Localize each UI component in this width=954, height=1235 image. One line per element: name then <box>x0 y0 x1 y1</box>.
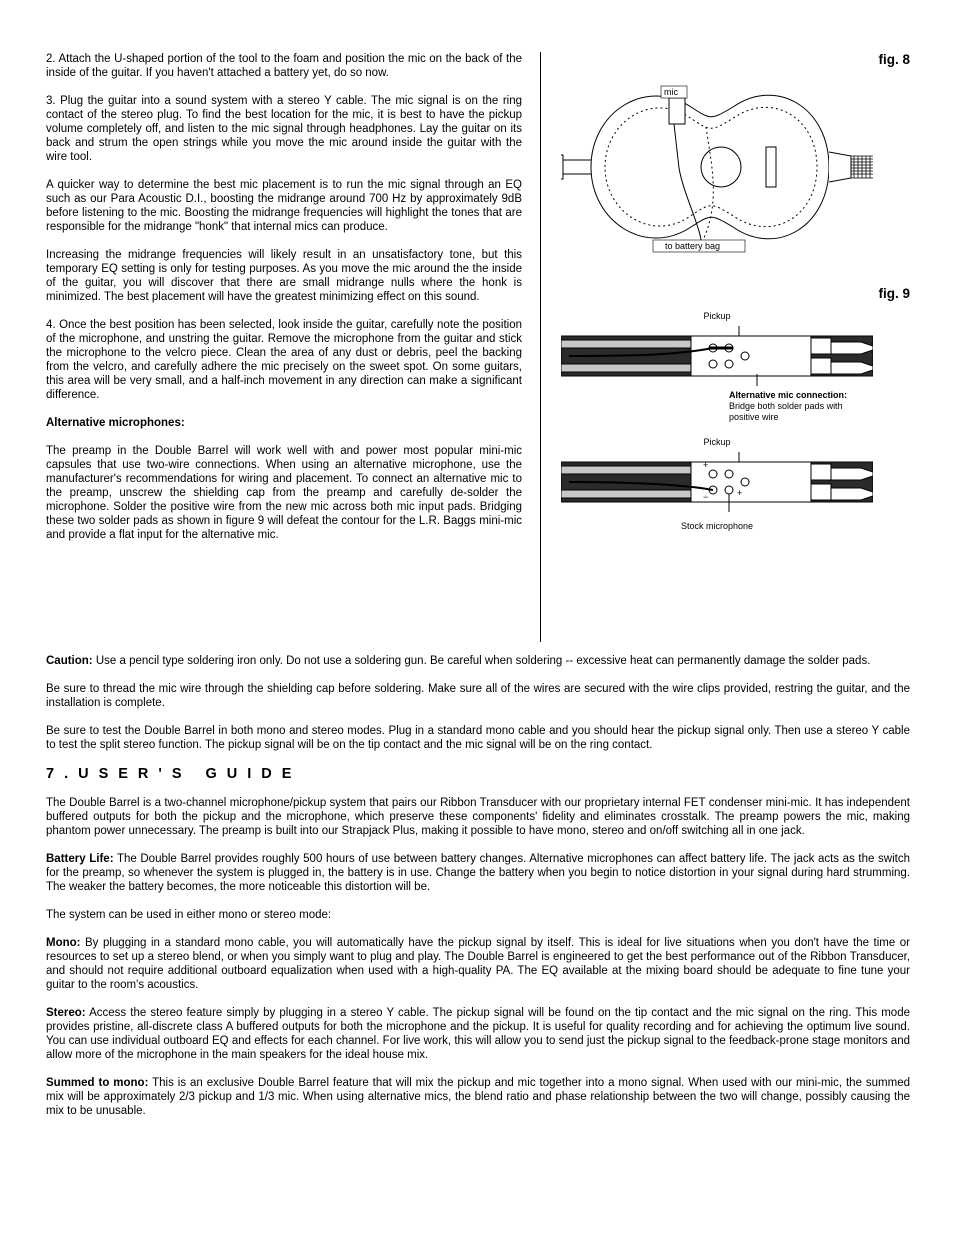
mono-text: By plugging in a standard mono cable, yo… <box>46 937 910 991</box>
alt-conn-caption: Alternative mic connection:Bridge both s… <box>729 390 873 422</box>
wiring-bottom-svg-icon: + + − <box>561 452 873 512</box>
battery-label: Battery Life: <box>46 853 114 865</box>
mode-intro: The system can be used in either mono or… <box>46 908 910 922</box>
alt-mic-heading-text: Alternative microphones: <box>46 417 185 429</box>
mono-label: Mono: <box>46 937 80 949</box>
svg-text:−: − <box>703 492 708 502</box>
test-modes: Be sure to test the Double Barrel in bot… <box>46 724 910 752</box>
users-guide-heading: 7.USER'S GUIDE <box>46 766 910 782</box>
step-4: 4. Once the best position has been selec… <box>46 318 522 402</box>
alt-conn-text: Bridge both solder pads with positive wi… <box>729 401 843 422</box>
fig9-diagram: Pickup <box>561 306 873 534</box>
fig8-diagram: mic to battery bag <box>561 52 873 282</box>
stereo-label: Stereo: <box>46 1007 86 1019</box>
alt-mic-body: The preamp in the Double Barrel will wor… <box>46 444 522 542</box>
midrange-note: Increasing the midrange frequencies will… <box>46 248 522 304</box>
caution-para: Caution: Use a pencil type soldering iro… <box>46 654 910 668</box>
left-column: 2. Attach the U-shaped portion of the to… <box>46 52 540 556</box>
stereo-text: Access the stereo feature simply by plug… <box>46 1007 910 1061</box>
guide-intro: The Double Barrel is a two-channel micro… <box>46 796 910 838</box>
battery-text: The Double Barrel provides roughly 500 h… <box>46 853 910 893</box>
caution-text: Use a pencil type soldering iron only. D… <box>93 655 871 667</box>
fig8-battery-label: to battery bag <box>665 241 720 252</box>
two-column-region: 2. Attach the U-shaped portion of the to… <box>46 52 910 642</box>
summed-para: Summed to mono: This is an exclusive Dou… <box>46 1076 910 1118</box>
svg-text:+: + <box>703 460 708 470</box>
step-3: 3. Plug the guitar into a sound system w… <box>46 94 522 164</box>
eq-tip: A quicker way to determine the best mic … <box>46 178 522 234</box>
fig8-mic-label: mic <box>664 87 678 98</box>
fig8-label: fig. 8 <box>878 52 910 67</box>
thread-wire: Be sure to thread the mic wire through t… <box>46 682 910 710</box>
right-column: fig. 8 <box>541 52 910 534</box>
fig9-label: fig. 9 <box>878 286 910 301</box>
summed-text: This is an exclusive Double Barrel featu… <box>46 1077 910 1117</box>
mono-para: Mono: By plugging in a standard mono cab… <box>46 936 910 992</box>
page: 2. Attach the U-shaped portion of the to… <box>0 0 954 1235</box>
alt-conn-bold: Alternative mic connection: <box>729 390 847 400</box>
battery-para: Battery Life: The Double Barrel provides… <box>46 852 910 894</box>
stereo-para: Stereo: Access the stereo feature simply… <box>46 1006 910 1062</box>
step-2: 2. Attach the U-shaped portion of the to… <box>46 52 522 80</box>
wiring-top-svg-icon <box>561 326 873 386</box>
alt-mic-heading: Alternative microphones: <box>46 416 522 430</box>
summed-label: Summed to mono: <box>46 1077 148 1089</box>
stock-mic-label: Stock microphone <box>681 521 753 531</box>
svg-text:+: + <box>737 488 742 498</box>
pickup-label-1: Pickup <box>703 311 730 321</box>
caution-label: Caution: <box>46 655 93 667</box>
pickup-label-2: Pickup <box>703 437 730 447</box>
